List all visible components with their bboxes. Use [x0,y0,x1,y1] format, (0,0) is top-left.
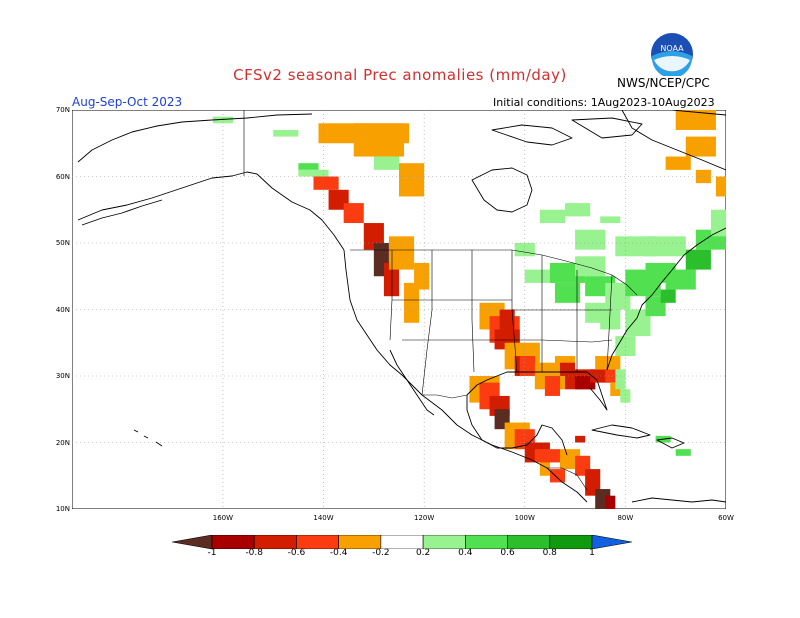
anomaly-cell [685,249,711,270]
colorbar-tick-label: 0.8 [542,548,557,558]
anomaly-cell [404,282,420,323]
anomaly-cell [373,156,399,170]
anomaly-cell [539,462,550,476]
anomaly-cell [313,176,339,190]
anomaly-cell [600,216,621,224]
colorbar-cell [507,535,551,549]
lat-tick-label: 40N [55,305,70,314]
anomaly-cell [615,369,626,390]
map-title: CFSv2 seasonal Prec anomalies (mm/day) [233,66,567,84]
lat-tick-label: 30N [55,372,70,380]
lat-tick-label: 50N [55,239,70,247]
anomaly-cell [383,262,399,297]
colorbar-tick-label: 0.2 [415,548,431,558]
anomaly-cell [559,449,581,470]
colorbar-cell [211,535,255,549]
anomaly-cell [212,116,233,124]
anomaly-cell [544,376,560,396]
anomaly-cell [585,302,606,323]
precip-anomaly-map [72,110,726,509]
anomaly-cell [539,209,566,224]
anomaly-field [212,110,726,509]
lon-tick-label: 140W [313,514,334,522]
colorbar-tick-label: -0.8 [245,548,263,558]
anomaly-cell [343,203,364,224]
anomaly-cell [695,169,711,184]
lon-tick-label: 60W [718,514,734,522]
anomaly-cell [665,156,691,170]
lon-tick-label: 80W [617,514,634,522]
anomaly-cell [575,229,606,250]
anomaly-cell [298,169,329,177]
colorbar-tick-label: 1 [589,548,595,558]
anomaly-cell [499,309,515,330]
anomaly-cell [399,163,425,197]
lat-tick-label: 10N [55,505,70,513]
noaa-logo-text: NOAA [660,44,684,53]
colorbar-cell [465,535,508,549]
colorbar-tick-label: 0.6 [500,548,515,558]
anomaly-cell [595,356,621,370]
colorbar-cell [422,535,466,549]
anomaly-cell [715,176,726,197]
anomaly-cell [388,236,415,270]
colorbar-cell [296,535,339,549]
anomaly-cell [414,262,430,290]
anomaly-cell [575,435,586,443]
anomaly-cell [575,256,606,277]
anomaly-cell [665,269,696,290]
colorbar-tick-label: -0.6 [287,548,306,558]
colorbar-tick-label: -0.4 [329,548,348,558]
anomaly-cell [519,356,535,376]
anomaly-cell [660,289,676,303]
anomaly-cell [554,282,581,303]
colorbar-cell [380,535,424,549]
anomaly-cell [675,110,716,130]
anomaly-cell [645,236,686,257]
anomaly-cell [605,495,616,509]
colorbar-max-arrow [591,535,632,549]
initial-conditions-label: Initial conditions: 1Aug2023-10Aug2023 [493,96,715,109]
lat-tick-label: 20N [55,438,70,447]
noaa-logo-icon: NOAA [651,33,693,76]
coastlines [77,110,726,503]
source-label: NWS/NCEP/CPC [617,76,710,90]
colorbar-tick-label: -1 [207,548,217,558]
anomaly-cell [549,469,566,483]
lat-tick-label: 60N [55,172,70,181]
colorbar-tick-label: -0.2 [372,548,390,558]
anomaly-cell [620,389,631,403]
anomaly-cell [534,449,560,463]
colorbar-min-arrow [172,535,213,549]
anomaly-cell [353,123,405,157]
lon-tick-label: 160W [212,514,234,522]
season-label: Aug-Sep-Oct 2023 [72,95,183,109]
anomaly-cell [710,209,726,237]
graticule [72,110,726,509]
anomaly-cell [273,129,299,137]
anomaly-cell [524,269,555,283]
political-borders [243,110,638,491]
colorbar [172,535,632,549]
colorbar-cell [549,535,593,549]
lon-tick-label: 100W [514,514,535,522]
colorbar-cell [338,535,382,549]
lat-tick-label: 70N [55,106,70,114]
colorbar-cell [253,535,297,549]
lon-tick-label: 120W [413,514,435,522]
anomaly-cell [565,203,591,217]
anomaly-cell [685,136,716,157]
colorbar-tick-label: 0.4 [458,548,473,558]
anomaly-cell [675,449,691,456]
anomaly-cell [298,163,319,170]
